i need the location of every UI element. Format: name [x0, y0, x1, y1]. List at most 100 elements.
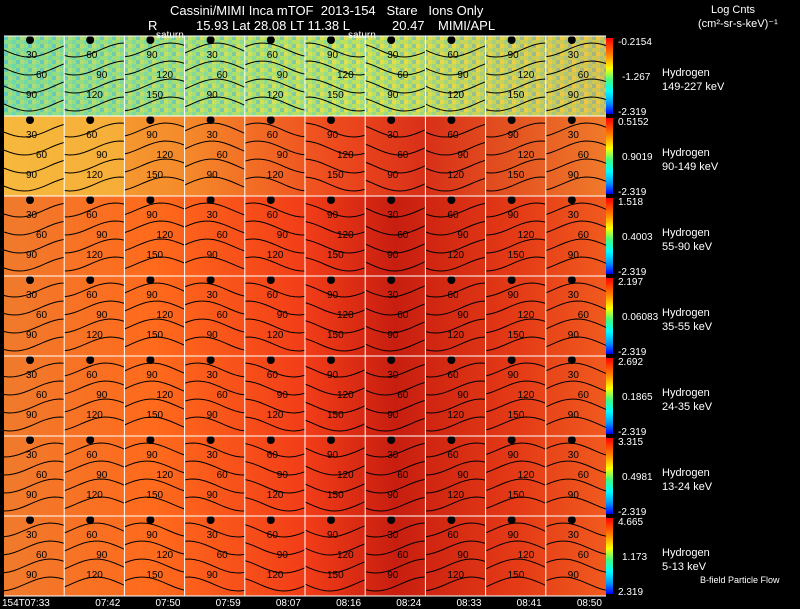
- contour-label: 90: [568, 170, 580, 181]
- contour-label: 150: [508, 490, 525, 501]
- contour-label: 30: [568, 370, 580, 381]
- contour-label: 90: [387, 410, 399, 421]
- contour-line: [365, 417, 426, 432]
- contour-line: [545, 140, 607, 155]
- energy-range-label: 35-55 keV: [662, 321, 713, 333]
- contour-label: 150: [508, 570, 525, 581]
- contour-label: 120: [86, 170, 103, 181]
- contour-label: 150: [327, 90, 344, 101]
- contour-line: [244, 461, 306, 476]
- contour-line: [64, 96, 125, 112]
- contour-line: [64, 576, 125, 588]
- contour-line: [304, 239, 366, 254]
- contour-label: 60: [36, 470, 48, 481]
- contour-line: [3, 123, 65, 138]
- contour-line: [124, 540, 185, 555]
- contour-line: [425, 63, 486, 76]
- contour-label: 30: [387, 290, 399, 301]
- contour-line: [304, 365, 366, 378]
- saturn-marker: [387, 276, 396, 284]
- contour-label: 60: [217, 230, 229, 241]
- saturn-marker: [447, 276, 456, 284]
- contour-line: [124, 496, 185, 510]
- panel-90-149-kev: 30 60 90 60 90 120 90 120 150 30 60 90 60 90 120 90 120 1…: [3, 115, 719, 198]
- species-label: Hydrogen: [662, 147, 710, 159]
- contour-label: 90: [207, 250, 219, 261]
- energy-range-label: 24-35 keV: [662, 401, 713, 413]
- contour-line: [304, 501, 366, 512]
- x-tick-label: 07:42: [95, 598, 120, 609]
- contour-line: [124, 398, 185, 410]
- contour-label: 60: [397, 230, 409, 241]
- contour-line: [3, 99, 65, 112]
- contour-label: 150: [327, 490, 344, 501]
- contour-line: [184, 416, 245, 432]
- contour-label: 60: [578, 230, 590, 241]
- saturn-marker: [26, 36, 34, 44]
- colorbar: [606, 278, 613, 354]
- contour-label: 150: [146, 410, 163, 421]
- contour-line: [3, 460, 65, 476]
- contour-line: [304, 579, 366, 592]
- contour-label: 90: [96, 230, 108, 241]
- contour-label: 120: [447, 90, 464, 101]
- contour-line: [3, 522, 65, 538]
- energy-range-label: 55-90 keV: [662, 241, 713, 253]
- contour-line: [244, 176, 306, 192]
- contour-label: 30: [26, 450, 38, 461]
- contour-label: 90: [568, 90, 580, 101]
- contour-line: [244, 479, 306, 494]
- colorbar-max-label: -0.2154: [618, 37, 652, 48]
- contour-line: [3, 159, 65, 174]
- contour-label: 60: [578, 310, 590, 321]
- colorbar-mid-label: 0.9019: [622, 152, 653, 163]
- contour-line: [3, 177, 65, 192]
- contour-line: [485, 576, 547, 588]
- contour-line: [425, 478, 486, 494]
- contour-line: [545, 496, 607, 510]
- saturn-marker: [146, 116, 155, 124]
- contour-label: 90: [508, 370, 520, 381]
- contour-label: 120: [518, 550, 535, 561]
- contour-line: [3, 478, 65, 494]
- contour-label: 90: [327, 450, 339, 461]
- contour-line: [64, 140, 125, 156]
- saturn-marker: [567, 356, 576, 364]
- contour-line: [64, 398, 125, 413]
- contour-label: 120: [156, 230, 173, 241]
- contour-line: [184, 576, 245, 592]
- contour-label: 30: [26, 130, 38, 141]
- contour-line: [425, 159, 486, 174]
- contour-line: [304, 447, 366, 458]
- contour-label: 90: [146, 450, 158, 461]
- contour-line: [425, 576, 486, 592]
- contour-label: 120: [447, 170, 464, 181]
- contour-label: 60: [578, 150, 590, 161]
- colorbar-min-label: -2.319: [618, 187, 647, 198]
- x-tick-label: 08:41: [517, 598, 542, 609]
- contour-line: [124, 122, 185, 137]
- saturn-marker: [206, 196, 215, 204]
- contour-label: 150: [146, 330, 163, 341]
- contour-line: [365, 381, 426, 396]
- contour-label: 150: [327, 410, 344, 421]
- contour-label: 60: [217, 150, 229, 161]
- panel-149-227-kev: 30 60 90 60 90 120 90 120 150 30 60 90 60 90 120 90 120 1…: [3, 35, 725, 118]
- contour-label: 120: [337, 70, 354, 81]
- saturn-marker: [447, 116, 456, 124]
- contour-line: [365, 478, 426, 494]
- contour-line: [425, 81, 486, 94]
- contour-label: 60: [397, 70, 409, 81]
- contour-line: [485, 96, 546, 112]
- contour-label: 150: [508, 90, 525, 101]
- contour-line: [64, 60, 125, 76]
- contour-line: [64, 478, 125, 492]
- contour-label: 60: [397, 390, 409, 401]
- contour-line: [184, 42, 246, 54]
- contour-line: [184, 540, 245, 556]
- contour-line: [485, 282, 546, 298]
- contour-label: 30: [568, 290, 580, 301]
- contour-label: 150: [146, 570, 163, 581]
- contour-label: 90: [508, 450, 520, 461]
- contour-label: 30: [387, 50, 399, 61]
